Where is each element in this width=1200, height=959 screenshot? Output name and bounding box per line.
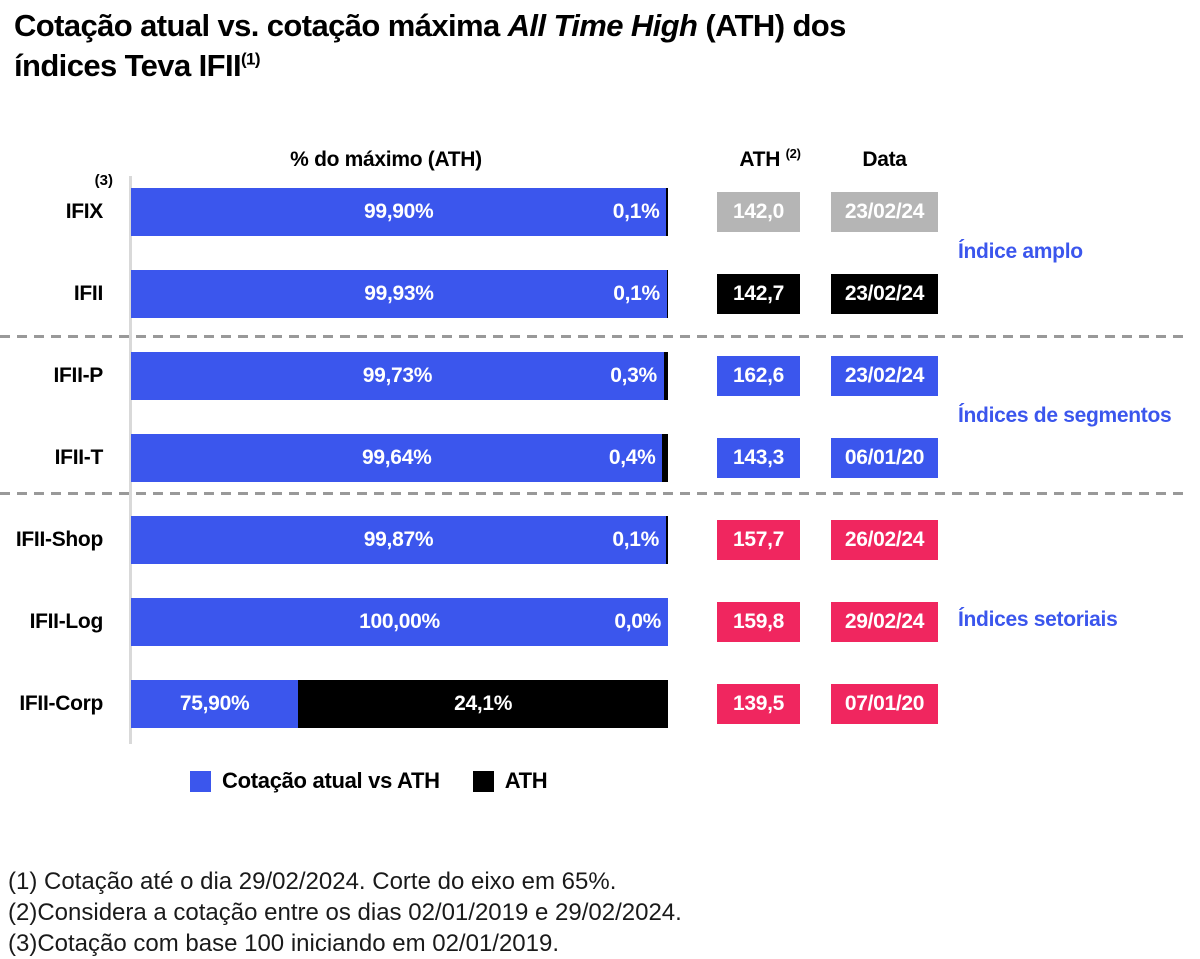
ath-value-box: 159,8 bbox=[717, 602, 800, 642]
bar-current-segment: 100,00% bbox=[131, 598, 668, 646]
stacked-bar: 99,93% 0,1% bbox=[131, 270, 668, 318]
legend-item: ATH bbox=[472, 768, 548, 794]
bar-ath-label: 24,1% bbox=[454, 692, 513, 715]
bar-ath-segment bbox=[663, 352, 668, 400]
bar-current-label: 75,90% bbox=[179, 692, 250, 715]
y-axis-line bbox=[129, 176, 132, 744]
row-label: IFII-P bbox=[53, 364, 103, 387]
ath-value-box: 142,7 bbox=[717, 274, 800, 314]
dashed-separator bbox=[0, 492, 1186, 495]
chart-row: IFII-P 99,73% 0,3% 162,6 23/02/24 bbox=[0, 352, 1200, 400]
dashed-separator bbox=[0, 335, 1186, 338]
ath-value-box: 139,5 bbox=[717, 684, 800, 724]
ath-date-box: 06/01/20 bbox=[831, 438, 938, 478]
row-label: IFII-Log bbox=[29, 610, 104, 633]
title-text-2: (ATH) dos bbox=[697, 8, 846, 43]
bar-ath-label: 0,4% bbox=[608, 446, 656, 469]
ath-value-box: 162,6 bbox=[717, 356, 800, 396]
chart-row: IFII-Shop 99,87% 0,1% 157,7 26/02/24 bbox=[0, 516, 1200, 564]
row-label-wrap: IFII bbox=[0, 270, 118, 318]
stacked-bar: 99,90% 0,1% bbox=[131, 188, 668, 236]
bar-current-label: 99,73% bbox=[362, 364, 433, 387]
footnote: (2)Considera a cotação entre os dias 02/… bbox=[8, 899, 682, 926]
bar-ath-segment bbox=[662, 434, 668, 482]
ath-header-text: ATH bbox=[739, 148, 781, 171]
chart-row: IFII-Corp 75,90% 24,1% 139,5 07/01/20 bbox=[0, 680, 1200, 728]
footnotes: (1) Cotação até o dia 29/02/2024. Corte … bbox=[8, 866, 682, 959]
bar-ath-segment bbox=[298, 680, 668, 728]
chart-row: IFII-Log 100,00% 0,0% 159,8 29/02/24 bbox=[0, 598, 1200, 646]
legend-swatch-black bbox=[472, 770, 494, 792]
legend-item: Cotação atual vs ATH bbox=[190, 768, 440, 794]
row-label: IFIX bbox=[65, 200, 104, 223]
row-label: IFII-Corp bbox=[19, 692, 103, 715]
footnote: (1) Cotação até o dia 29/02/2024. Corte … bbox=[8, 868, 617, 895]
ath-date-box: 26/02/24 bbox=[831, 520, 938, 560]
bar-current-segment: 99,64% bbox=[131, 434, 663, 482]
bar-current-segment: 99,93% bbox=[131, 270, 667, 318]
column-header-bar: % do máximo (ATH) bbox=[290, 148, 482, 171]
bar-current-label: 99,90% bbox=[364, 200, 434, 223]
row-label: IFII-Shop bbox=[15, 528, 103, 551]
chart-legend: Cotação atual vs ATH ATH bbox=[190, 768, 548, 794]
ath-date-box: 23/02/24 bbox=[831, 192, 938, 232]
legend-swatch-blue bbox=[190, 770, 211, 792]
ath-date-box: 23/02/24 bbox=[831, 274, 938, 314]
row-label-wrap: IFII-Shop bbox=[0, 516, 118, 564]
column-header-date: Data bbox=[862, 148, 907, 171]
bar-current-label: 99,93% bbox=[364, 282, 434, 305]
stacked-bar: 99,87% 0,1% bbox=[131, 516, 668, 564]
footnote: (3)Cotação com base 100 iniciando em 02/… bbox=[8, 930, 560, 957]
group-label: Índices de segmentos bbox=[958, 404, 1172, 427]
legend-label: ATH bbox=[504, 768, 548, 793]
ath-header-footnote-ref: (2) bbox=[785, 146, 801, 161]
legend-label: Cotação atual vs ATH bbox=[222, 768, 440, 793]
row-label-footnote-ref: (3) bbox=[94, 172, 113, 189]
bar-ath-label: 0,1% bbox=[612, 528, 660, 551]
row-label: IFII bbox=[73, 282, 103, 305]
title-footnote-ref: (1) bbox=[240, 49, 261, 69]
bar-ath-label: 0,1% bbox=[613, 282, 660, 305]
chart-row: (3) IFIX 99,90% 0,1% 142,0 23/02/24 bbox=[0, 172, 1200, 236]
bar-current-segment: 99,87% bbox=[131, 516, 666, 564]
page-title: Cotação atual vs. cotação máxima All Tim… bbox=[14, 6, 1154, 86]
title-italic-text: All Time High bbox=[507, 8, 698, 43]
stacked-bar: 99,73% 0,3% bbox=[131, 352, 668, 400]
row-label-wrap: IFII-Corp bbox=[0, 680, 118, 728]
bar-ath-segment bbox=[666, 188, 668, 236]
group-label: Índices setoriais bbox=[958, 608, 1118, 631]
group-label: Índice amplo bbox=[958, 240, 1083, 263]
bar-ath-label: 0,0% bbox=[614, 610, 661, 633]
column-header-ath: ATH (2) bbox=[700, 146, 840, 172]
stacked-bar: 99,64% 0,4% bbox=[131, 434, 668, 482]
bar-current-segment: 99,90% bbox=[131, 188, 667, 236]
bar-current-label: 99,64% bbox=[362, 446, 432, 469]
ath-value-box: 142,0 bbox=[717, 192, 800, 232]
bar-ath-segment bbox=[666, 516, 668, 564]
bar-current-segment: 75,90% bbox=[131, 680, 299, 728]
title-line2: índices Teva IFII bbox=[14, 48, 242, 83]
ath-value-box: 157,7 bbox=[717, 520, 800, 560]
row-label-wrap: IFII-P bbox=[0, 352, 118, 400]
bar-ath-segment bbox=[666, 270, 668, 318]
ath-value-box: 143,3 bbox=[717, 438, 800, 478]
bar-ath-label: 0,1% bbox=[612, 200, 660, 223]
ath-date-box: 29/02/24 bbox=[831, 602, 938, 642]
bar-current-label: 99,87% bbox=[363, 528, 434, 551]
title-text: Cotação atual vs. cotação máxima bbox=[14, 8, 508, 43]
bar-current-segment: 99,73% bbox=[131, 352, 664, 400]
row-label-wrap: IFII-T bbox=[0, 434, 118, 482]
stacked-bar: 75,90% 24,1% bbox=[131, 680, 668, 728]
row-label-wrap: (3) IFIX bbox=[0, 172, 118, 236]
bar-ath-label: 0,3% bbox=[610, 364, 657, 387]
chart-row: IFII 99,93% 0,1% 142,7 23/02/24 bbox=[0, 270, 1200, 318]
row-label: IFII-T bbox=[54, 446, 104, 469]
ath-date-box: 23/02/24 bbox=[831, 356, 938, 396]
chart-row: IFII-T 99,64% 0,4% 143,3 06/01/20 bbox=[0, 434, 1200, 482]
ath-date-box: 07/01/20 bbox=[831, 684, 938, 724]
row-label-wrap: IFII-Log bbox=[0, 598, 118, 646]
stacked-bar: 100,00% 0,0% bbox=[131, 598, 668, 646]
bar-current-label: 100,00% bbox=[359, 610, 440, 633]
